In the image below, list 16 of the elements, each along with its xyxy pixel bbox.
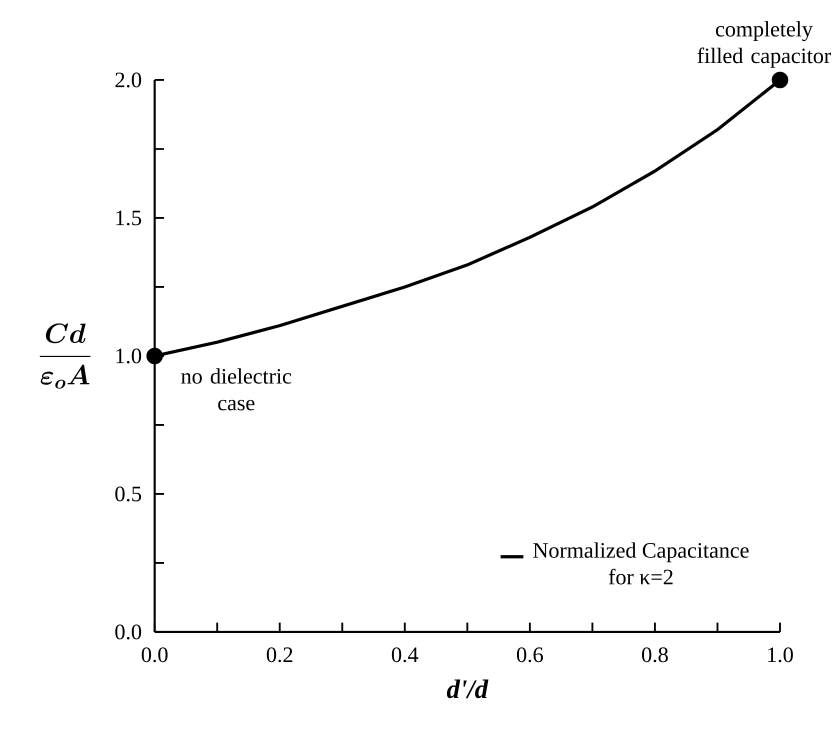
x-tick-label: 0.4 [392,647,418,662]
annotation: completely filled capacitor [697,21,832,68]
y-tick-label: 2.0 [115,72,142,88]
x-tick-label: 0.8 [642,647,668,662]
y-tick-label: 1.0 [116,348,142,364]
legend-label: Normalized Capacitance for κ=2 [533,542,749,584]
y-axis-title: $\frac{Cd}{\varepsilon_{o} A}$ [40,323,90,389]
y-tick-label: 1.5 [116,210,142,226]
y-tick-label: 0.0 [115,624,142,640]
y-tick-label: 0.5 [115,486,142,502]
x-tick-label: 1.0 [768,647,793,662]
x-tick-label: 0.2 [266,647,292,662]
x-tick-label: 0.6 [516,647,543,662]
x-tick-label: 0.0 [142,647,168,662]
annotation: no dielectric case [181,368,292,410]
x-axis-title: d'/d [446,679,488,698]
